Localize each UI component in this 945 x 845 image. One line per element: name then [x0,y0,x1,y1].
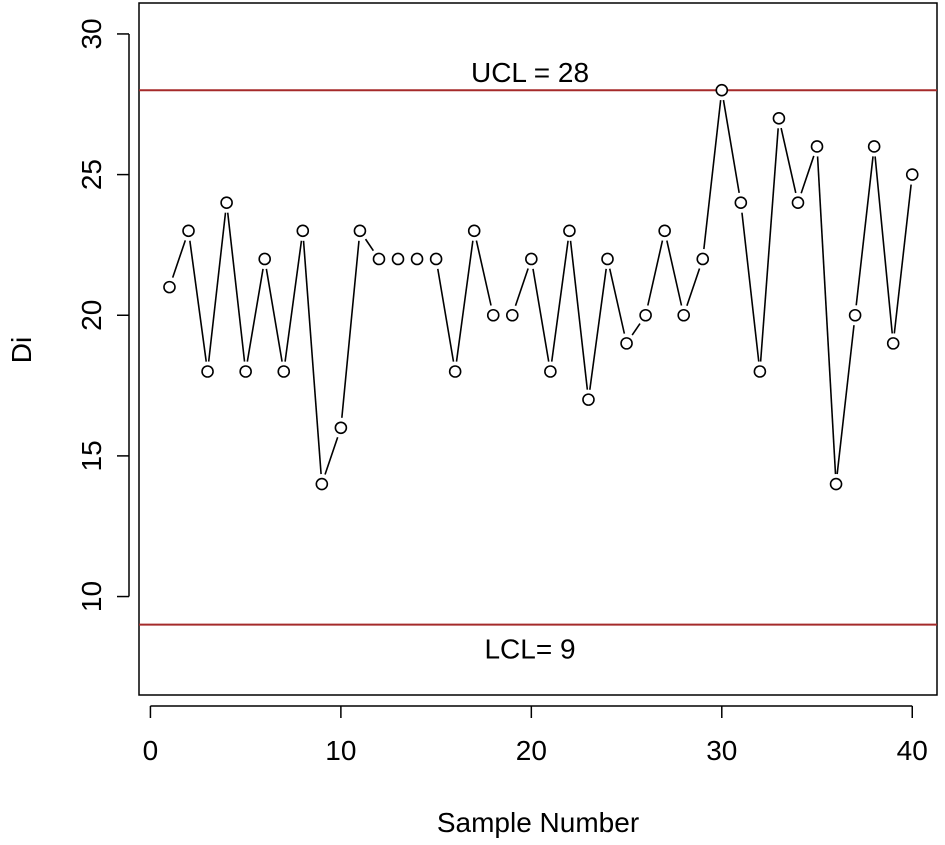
data-point [353,224,367,238]
y-axis-label: Di [6,337,37,363]
x-tick-label: 30 [706,735,737,766]
data-point [201,365,214,378]
series-segment [666,240,683,306]
ucl-label: UCL = 28 [471,57,589,88]
series-segment [550,240,569,362]
data-point [315,477,329,491]
data-point [391,252,405,266]
data-point [410,252,424,266]
data-point [334,421,348,435]
lcl-label: LCL= 9 [484,634,575,665]
data-point [639,308,652,322]
series-segment [874,156,894,334]
series-segment [780,127,797,194]
series-segment [703,100,722,250]
data-point [886,337,900,350]
data-point [448,365,462,378]
data-point [601,252,614,266]
series-segment [855,156,874,306]
series-segment [686,268,701,307]
data-point [220,196,233,210]
data-point [239,365,252,378]
series-segment [631,323,641,336]
data-point [753,365,767,378]
y-tick-label: 25 [76,159,107,190]
y-tick-label: 10 [76,581,107,612]
data-point [467,224,481,238]
y-axis: 10 15 20 25 30 [76,18,130,612]
series-segment [741,212,760,362]
series-segment [246,268,264,362]
x-axis-label: Sample Number [437,807,639,838]
data-point [525,252,538,266]
data-point [829,477,843,491]
series-segment [608,268,626,334]
series-segment [284,240,303,362]
series-segment [532,268,550,362]
series-segment [816,156,837,475]
series-segment [324,436,339,475]
data-point [486,308,500,322]
data-point [810,140,824,153]
data-point [867,140,881,153]
data-point [677,308,690,322]
x-tick-label: 20 [516,735,547,766]
series-segment [189,240,208,362]
series-segment [302,240,322,475]
data-point [182,224,195,238]
data-point [163,280,176,294]
data-point [582,393,595,406]
data-point [277,365,291,378]
data-point [905,168,919,181]
data-point [563,224,576,238]
series-segment [171,240,187,278]
x-tick-label: 0 [143,735,159,766]
data-point [715,83,729,97]
data-point [296,224,310,238]
series-segment [436,268,455,362]
control-lines: UCL = 28 LCL= 9 [139,57,937,665]
series-segment [647,240,664,306]
plot-area-frame [138,2,938,696]
series-segment [722,99,740,193]
series-segment [893,184,912,334]
data-point [505,308,519,322]
data-point [620,337,633,350]
y-tick-label: 20 [76,300,107,331]
x-axis: 0 10 20 30 40 [143,705,928,766]
data-point [772,112,786,125]
series-segment [800,155,815,194]
y-tick-label: 30 [76,18,107,49]
data-point [258,252,271,266]
series-segment [364,238,375,252]
series-segment [836,325,855,475]
data-point [372,252,386,266]
data-point [429,252,443,266]
y-tick-label: 15 [76,440,107,471]
series-segment [226,212,246,362]
series-segment [455,240,474,362]
series-segment [341,240,360,418]
data-point [848,308,862,322]
data-point [658,224,671,238]
series-segment [759,128,779,362]
series-segment [514,268,529,307]
data-point [696,252,710,266]
data-series [163,83,919,491]
data-point [544,365,557,378]
series-segment [265,268,283,362]
series-segment [589,268,607,390]
x-tick-label: 40 [897,735,928,766]
data-point [791,196,805,210]
x-tick-label: 10 [325,735,356,766]
series-segment [207,212,227,362]
series-segment [475,240,492,306]
data-point [734,196,748,210]
series-segment [569,240,589,390]
